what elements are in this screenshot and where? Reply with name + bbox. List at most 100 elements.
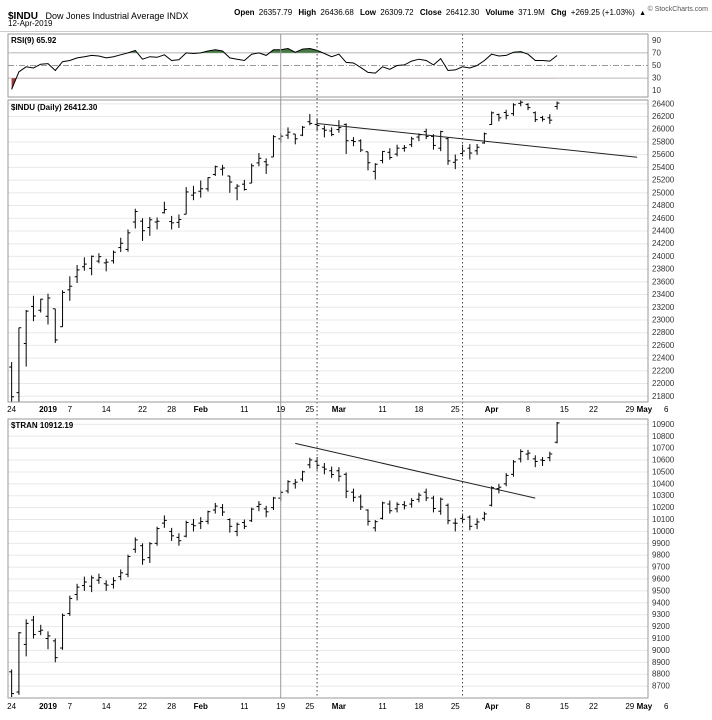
svg-text:Mar: Mar: [332, 702, 346, 711]
svg-text:22: 22: [589, 405, 598, 414]
svg-text:10000: 10000: [652, 527, 675, 536]
svg-text:9000: 9000: [652, 646, 670, 655]
svg-text:10300: 10300: [652, 491, 675, 500]
svg-text:8700: 8700: [652, 682, 670, 691]
svg-text:22: 22: [138, 405, 147, 414]
indu-panel-title: $INDU (Daily) 26412.30: [11, 103, 98, 112]
svg-text:18: 18: [414, 702, 423, 711]
svg-text:25: 25: [451, 405, 460, 414]
svg-text:24: 24: [7, 702, 16, 711]
open-label: Open: [234, 8, 255, 17]
svg-text:29: 29: [625, 702, 634, 711]
svg-text:9700: 9700: [652, 563, 670, 572]
svg-text:24000: 24000: [652, 252, 675, 261]
svg-text:14: 14: [102, 702, 111, 711]
svg-text:24800: 24800: [652, 201, 675, 210]
close-label: Close: [419, 8, 442, 17]
svg-text:23600: 23600: [652, 277, 675, 286]
svg-text:Apr: Apr: [485, 702, 499, 711]
svg-text:9300: 9300: [652, 610, 670, 619]
svg-text:23800: 23800: [652, 265, 675, 274]
svg-text:23000: 23000: [652, 315, 675, 324]
svg-text:10200: 10200: [652, 503, 675, 512]
svg-text:25600: 25600: [652, 150, 675, 159]
open-value: 26357.79: [258, 8, 293, 17]
svg-text:26000: 26000: [652, 125, 675, 134]
svg-text:9400: 9400: [652, 598, 670, 607]
svg-text:6: 6: [664, 702, 669, 711]
svg-text:25: 25: [305, 702, 314, 711]
low-value: 26309.72: [380, 8, 414, 17]
svg-text:29: 29: [625, 405, 634, 414]
volume-value: 371.9M: [518, 8, 545, 17]
svg-text:22600: 22600: [652, 341, 675, 350]
high-value: 26436.68: [320, 8, 354, 17]
svg-text:10800: 10800: [652, 432, 675, 441]
svg-text:19: 19: [276, 405, 285, 414]
svg-text:May: May: [637, 702, 653, 711]
svg-text:15: 15: [560, 702, 569, 711]
svg-text:22000: 22000: [652, 379, 675, 388]
svg-text:22200: 22200: [652, 366, 675, 375]
header: $INDU Dow Jones Industrial Average INDX: [8, 6, 188, 24]
svg-text:9200: 9200: [652, 622, 670, 631]
svg-text:11: 11: [240, 702, 249, 711]
svg-text:8: 8: [526, 405, 531, 414]
svg-text:7: 7: [68, 405, 73, 414]
svg-text:10500: 10500: [652, 467, 675, 476]
copyright: © StockCharts.com: [647, 6, 708, 13]
svg-text:8: 8: [526, 702, 531, 711]
svg-text:28: 28: [167, 702, 176, 711]
svg-text:22: 22: [589, 702, 598, 711]
svg-text:25200: 25200: [652, 176, 675, 185]
quote-summary: Open 26357.79 High 26436.68 Low 26309.72…: [230, 8, 646, 17]
svg-text:19: 19: [276, 702, 285, 711]
svg-text:24: 24: [7, 405, 16, 414]
change-label: Chg: [550, 8, 567, 17]
svg-text:2019: 2019: [39, 405, 57, 414]
svg-text:May: May: [637, 405, 653, 414]
svg-text:8900: 8900: [652, 658, 670, 667]
svg-text:10600: 10600: [652, 456, 675, 465]
svg-text:10700: 10700: [652, 444, 675, 453]
chart-date: 12-Apr-2019: [8, 19, 53, 28]
svg-text:10900: 10900: [652, 420, 675, 429]
ticker-symbol: $INDU: [8, 11, 39, 22]
svg-text:22800: 22800: [652, 328, 675, 337]
svg-text:15: 15: [560, 405, 569, 414]
svg-text:24400: 24400: [652, 226, 675, 235]
svg-text:11: 11: [378, 702, 387, 711]
svg-text:24200: 24200: [652, 239, 675, 248]
svg-text:9600: 9600: [652, 575, 670, 584]
svg-text:21800: 21800: [652, 392, 675, 401]
svg-text:25: 25: [451, 702, 460, 711]
tran-panel-title: $TRAN 10912.19: [11, 421, 74, 430]
svg-text:25000: 25000: [652, 188, 675, 197]
low-label: Low: [360, 8, 377, 17]
svg-text:25800: 25800: [652, 137, 675, 146]
svg-text:25: 25: [305, 405, 314, 414]
svg-text:23400: 23400: [652, 290, 675, 299]
change-value: +269.25 (+1.03%): [570, 8, 635, 17]
svg-text:30: 30: [652, 74, 661, 83]
svg-text:28: 28: [167, 405, 176, 414]
svg-text:26200: 26200: [652, 112, 675, 121]
svg-text:26400: 26400: [652, 99, 675, 108]
svg-text:Feb: Feb: [194, 405, 208, 414]
svg-text:9800: 9800: [652, 551, 670, 560]
svg-text:11: 11: [378, 405, 387, 414]
svg-text:7: 7: [68, 702, 73, 711]
svg-text:50: 50: [652, 61, 661, 70]
svg-text:Mar: Mar: [332, 405, 346, 414]
svg-text:6: 6: [664, 405, 669, 414]
svg-text:11: 11: [240, 405, 249, 414]
svg-text:10: 10: [652, 86, 661, 95]
rsi-panel-title: RSI(9) 65.92: [11, 36, 57, 45]
svg-text:Feb: Feb: [194, 702, 208, 711]
volume-label: Volume: [485, 8, 514, 17]
svg-text:14: 14: [102, 405, 111, 414]
svg-text:8800: 8800: [652, 670, 670, 679]
svg-text:18: 18: [414, 405, 423, 414]
